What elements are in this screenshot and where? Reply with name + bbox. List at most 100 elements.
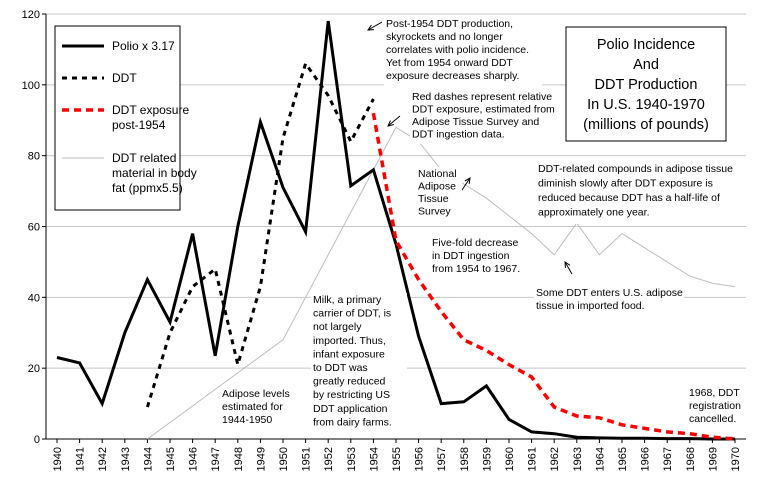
annotation-arrow (367, 21, 383, 31)
annotation-milk: infant exposure (313, 348, 385, 360)
x-tick-label: 1964 (594, 447, 606, 471)
x-tick-label: 1969 (707, 447, 719, 471)
legend-label: DDT exposure (112, 103, 189, 117)
annotation-milk: by restricting US (313, 389, 390, 401)
annotation-imported: Some DDT enters U.S. adipose (536, 287, 683, 299)
annotation-survey: Tissue (418, 193, 449, 205)
legend-box (54, 25, 181, 211)
annotation-reddash: Adipose Tissue Survey and (412, 116, 539, 128)
annotation-post1954: skyrockets and no longer (386, 31, 503, 43)
legend-label: fat (ppmx5.5) (112, 181, 183, 195)
x-tick-label: 1948 (233, 447, 245, 471)
annotation-adiposelevels: 1944-1950 (222, 414, 272, 426)
annotation-arrowhead (387, 120, 394, 127)
annotation-background (430, 236, 528, 279)
x-tick-label: 1946 (188, 447, 200, 471)
x-tick-label: 1945 (165, 447, 177, 471)
y-tick-label: 40 (28, 292, 40, 304)
x-tick-label: 1956 (414, 447, 426, 471)
x-tick-label: 1949 (255, 447, 267, 471)
x-tick-label: 1943 (120, 447, 132, 471)
x-axis-ticks: 1940 1941 1942 1943 1944 1945 1946 1947 1948 1949… (52, 439, 742, 471)
legend-label: Polio x 3.17 (112, 39, 175, 53)
y-tick-label: 80 (28, 151, 40, 163)
annotation-reddash: DDT ingestion data. (412, 129, 505, 141)
annotation-milk: to DDT was (313, 362, 368, 374)
annotation-milk: not largely (313, 321, 362, 333)
x-tick-label: 1940 (52, 447, 64, 471)
x-tick-label: 1953 (346, 447, 358, 471)
x-tick-label: 1951 (301, 447, 313, 471)
annotation-milk: greatly reduced (313, 376, 386, 388)
annotation-registration: registration (689, 400, 741, 412)
chart-title-line: And (633, 57, 659, 73)
annotation-fivefold: from 1954 to 1967. (432, 263, 520, 275)
x-tick-label: 1944 (142, 447, 154, 471)
annotation-background (687, 386, 741, 429)
y-axis-ticks: 0 20 40 60 80 100 120 (22, 9, 46, 446)
x-tick-label: 1963 (572, 447, 584, 471)
y-tick-label: 120 (22, 9, 40, 21)
annotation-registration: 1968, DDT (689, 387, 740, 399)
annotation-background (384, 17, 542, 86)
x-tick-label: 1966 (640, 447, 652, 471)
annotation-fivefold: Five-fold decrease (432, 237, 519, 249)
annotation-post1954: exposure decreases sharply. (386, 70, 519, 82)
annotation-background (536, 162, 740, 224)
y-tick-label: 100 (22, 80, 40, 92)
chart-title-line: (millions of pounds) (583, 117, 709, 133)
chart-title-line: DDT Production (595, 77, 698, 93)
annotation-fivefold: in DDT ingestion (432, 250, 510, 262)
chart-title-line: In U.S. 1940-1970 (587, 97, 705, 113)
x-tick-label: 1942 (97, 447, 109, 471)
annotation-arrowhead (564, 261, 571, 269)
y-tick-label: 0 (34, 434, 40, 446)
annotation-milk: DDT application (313, 403, 388, 415)
annotation-survey: Adipose (418, 181, 456, 193)
chart-title-line: Polio Incidence (597, 37, 695, 53)
x-tick-label: 1965 (617, 447, 629, 471)
x-tick-label: 1968 (685, 447, 697, 471)
annotations: Post-1954 DDT production,skyrockets and … (222, 17, 741, 433)
annotation-adiposediminish: DDT-related compounds in adipose tissue (538, 163, 733, 175)
annotation-background (416, 167, 462, 221)
x-tick-label: 1967 (662, 447, 674, 471)
x-tick-label: 1941 (75, 447, 87, 471)
x-tick-label: 1947 (210, 447, 222, 471)
x-tick-label: 1958 (459, 447, 471, 471)
annotation-arrow (387, 115, 401, 127)
x-tick-label: 1960 (504, 447, 516, 471)
annotation-arrowhead (367, 24, 375, 31)
annotation-adiposediminish: reduced because DDT has a half-life of (538, 192, 720, 204)
x-tick-label: 1959 (481, 447, 493, 471)
y-tick-label: 20 (28, 363, 40, 375)
x-tick-label: 1955 (391, 447, 403, 471)
legend-label: post-1954 (112, 118, 166, 132)
x-tick-label: 1950 (278, 447, 290, 471)
x-tick-label: 1952 (323, 447, 335, 471)
annotation-reddash: DDT exposure, estimated from (412, 104, 555, 116)
annotation-adiposelevels: Adipose levels (222, 388, 290, 400)
annotation-arrowhead (464, 177, 471, 185)
series-ddt-line (145, 60, 375, 408)
annotation-background (410, 90, 558, 144)
x-tick-label: 1962 (549, 447, 561, 471)
annotation-milk: Milk, a primary (313, 294, 382, 306)
annotation-registration: cancelled. (689, 413, 736, 425)
legend-label: DDT related (112, 151, 176, 165)
annotation-milk: carrier of DDT, is (313, 308, 391, 320)
annotation-background (534, 286, 684, 316)
annotation-reddash: Red dashes represent relative (412, 91, 552, 103)
annotation-adiposelevels: estimated for (222, 401, 283, 413)
x-tick-label: 1961 (527, 447, 539, 471)
annotation-adiposediminish: diminish slowly after DDT exposure is (538, 178, 713, 190)
y-tick-label: 60 (28, 222, 40, 234)
x-tick-label: 1954 (368, 447, 380, 471)
annotation-background (311, 293, 407, 433)
annotation-arrow (564, 261, 573, 275)
annotation-post1954: Post-1954 DDT production, (386, 18, 513, 30)
x-tick-label: 1957 (436, 447, 448, 471)
series-ddt-exposure-post-1954-line (371, 112, 736, 441)
